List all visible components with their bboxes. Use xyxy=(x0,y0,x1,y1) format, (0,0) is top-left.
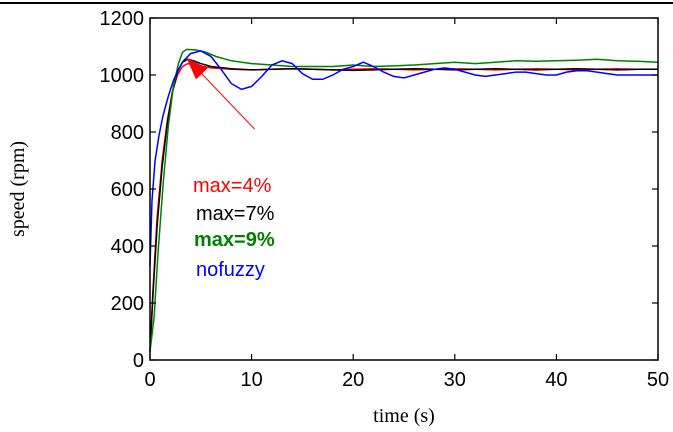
annotation-label-4: nofuzzy xyxy=(196,259,265,281)
y-tick-label: 400 xyxy=(111,236,144,258)
x-tick-label: 10 xyxy=(240,369,262,391)
y-tick-label: 600 xyxy=(111,179,144,201)
y-tick-label: 1000 xyxy=(100,65,145,87)
series-line-4 xyxy=(149,49,658,266)
annotation-layer: max=4% max=7% max=9% nofuzzy xyxy=(186,57,275,281)
x-tick-label: 20 xyxy=(342,369,364,391)
y-axis-label: speed (rpm) xyxy=(7,141,29,237)
series-line-3 xyxy=(149,48,659,352)
ticks-layer: 0 10 20 30 40 50 0 200 400 600 800 1000 1200 xyxy=(100,8,670,391)
annotation-arrow-head xyxy=(186,57,208,80)
x-tick-label: 50 xyxy=(647,369,669,391)
y-tick-label: 1200 xyxy=(100,8,145,30)
y-tick-label: 800 xyxy=(111,122,144,144)
annotation-label-3: max=9% xyxy=(194,229,275,251)
annotation-label-2: max=7% xyxy=(196,203,275,225)
y-tick-label: 200 xyxy=(111,293,144,315)
y-tick-label: 0 xyxy=(133,350,144,372)
x-tick-label: 30 xyxy=(444,369,466,391)
x-tick-label: 0 xyxy=(144,369,155,391)
x-axis-label: time (s) xyxy=(373,405,435,427)
x-tick-label: 40 xyxy=(545,369,567,391)
series-layer xyxy=(149,48,659,352)
annotation-label-1: max=4% xyxy=(193,175,272,197)
